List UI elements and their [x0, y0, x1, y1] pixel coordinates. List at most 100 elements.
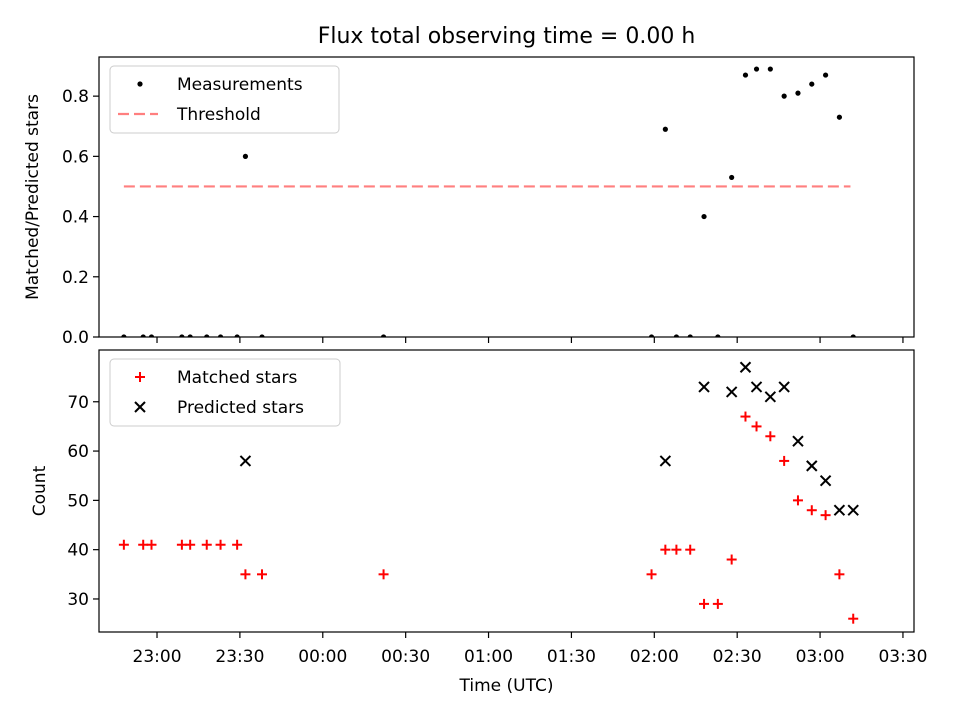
predicted-point-10-b — [819, 474, 832, 487]
predicted-point-12-b — [847, 504, 859, 516]
legend-matched-swatch — [135, 372, 145, 382]
x-tick-label: 02:00 — [630, 647, 679, 667]
measurements-point-16 — [715, 334, 721, 337]
legend-measurements-swatch — [137, 81, 143, 87]
measurements-point-6 — [217, 334, 224, 337]
y-tick-label: 0.0 — [62, 328, 89, 348]
x-tick-label: 00:00 — [298, 647, 347, 667]
measurements-point-23 — [809, 81, 815, 87]
measurements-point-15 — [701, 213, 707, 220]
axes-frame — [98, 349, 915, 633]
matched-point-11 — [646, 569, 657, 580]
legend-box — [109, 65, 340, 134]
measurements-point-10 — [380, 334, 387, 337]
measurements-point-26 — [850, 334, 856, 337]
predicted-point-6 — [764, 391, 777, 403]
y-tick-label: 0.4 — [62, 208, 89, 228]
x-tick-label: 01:00 — [464, 647, 513, 667]
measurements-point-7 — [234, 334, 240, 337]
legend-predicted-swatch-b — [134, 401, 146, 413]
x-tick-label: 02:30 — [713, 647, 762, 667]
matched-point-18 — [740, 411, 751, 422]
matched-point-4 — [185, 539, 196, 550]
matched-point-9 — [257, 569, 267, 580]
legend-label-threshold: Threshold — [176, 105, 261, 125]
matched-point-0 — [118, 539, 129, 550]
y-tick-label: 30 — [67, 590, 89, 610]
predicted-point-8 — [792, 435, 804, 447]
matched-point-21 — [779, 455, 790, 466]
predicted-point-0-b — [239, 455, 252, 467]
y-tick-label: 50 — [67, 491, 89, 511]
plot-area — [121, 66, 856, 337]
y-tick-label: 70 — [67, 393, 89, 413]
measurements-point-1 — [140, 334, 146, 337]
predicted-point-5-b — [750, 381, 763, 393]
predicted-point-4-b — [739, 361, 752, 373]
predicted-point-0 — [239, 455, 252, 467]
predicted-point-9-b — [806, 460, 818, 472]
legend-label-predicted: Predicted stars — [177, 398, 304, 418]
measurements-point-20 — [767, 66, 773, 72]
y-tick-label: 60 — [67, 442, 89, 462]
predicted-point-4 — [739, 361, 752, 373]
legend-label-measurements: Measurements — [177, 75, 303, 95]
x-tick-label: 03:30 — [878, 647, 927, 667]
predicted-point-11-b — [833, 504, 846, 516]
measurements-point-13 — [673, 334, 680, 337]
x-tick-label: 23:30 — [215, 647, 264, 667]
matched-point-19 — [751, 421, 762, 432]
measurements-point-11 — [648, 334, 655, 337]
matched-point-2 — [146, 539, 157, 550]
matched-point-22 — [792, 495, 803, 506]
legend: Measurements Threshold — [109, 65, 340, 134]
matched-point-14 — [685, 544, 696, 555]
panel-count: 30 40 50 60 70 Count 23:00 23:30 00:00 00:30 01:00… — [30, 349, 927, 696]
y-tick-label: 40 — [67, 541, 89, 561]
plot-area — [118, 361, 859, 624]
matched-point-7 — [232, 539, 243, 550]
matched-point-23 — [806, 505, 817, 516]
measurements-point-12 — [662, 126, 668, 132]
legend-box — [109, 358, 341, 427]
predicted-point-2-b — [698, 381, 710, 393]
measurements-point-17 — [729, 174, 735, 181]
predicted-point-5 — [750, 381, 763, 393]
measurements-point-4 — [187, 334, 193, 337]
matched-point-12 — [660, 544, 671, 555]
x-tick-label: 00:30 — [381, 647, 430, 667]
predicted-point-7 — [778, 381, 790, 393]
legend: Matched stars Predicted stars — [109, 358, 341, 427]
measurements-point-9 — [259, 334, 265, 337]
measurements-point-24 — [822, 72, 829, 78]
predicted-point-3-b — [725, 386, 738, 398]
x-tick-label: 03:00 — [796, 647, 845, 667]
measurements-point-8 — [242, 153, 249, 159]
predicted-point-7-b — [778, 381, 790, 393]
predicted-point-3 — [725, 386, 738, 398]
measurements-point-0 — [121, 334, 127, 337]
measurements-point-18 — [742, 72, 749, 78]
measurements-point-21 — [781, 93, 787, 99]
measurements-point-5 — [204, 334, 210, 337]
x-tick-label: 23:00 — [133, 647, 182, 667]
chart-title: Flux total observing time = 0.00 h — [318, 24, 696, 49]
measurements-point-2 — [148, 334, 155, 337]
measurements-point-25 — [836, 114, 843, 120]
matched-point-26 — [848, 613, 859, 624]
legend-label-matched: Matched stars — [177, 368, 297, 388]
y-axis-label: Count — [30, 465, 50, 516]
measurements-point-14 — [687, 334, 693, 337]
predicted-point-10 — [819, 474, 832, 487]
matched-point-5 — [201, 539, 212, 550]
predicted-point-6-b — [764, 391, 777, 403]
predicted-point-1-b — [659, 455, 672, 467]
x-tick-label: 01:30 — [547, 647, 596, 667]
matched-point-17 — [726, 554, 737, 565]
y-tick-label: 0.8 — [62, 87, 89, 107]
x-axis-label: Time (UTC) — [459, 676, 554, 696]
predicted-point-8-b — [792, 435, 804, 447]
measurements-point-22 — [795, 90, 801, 96]
matched-point-13 — [671, 544, 682, 555]
